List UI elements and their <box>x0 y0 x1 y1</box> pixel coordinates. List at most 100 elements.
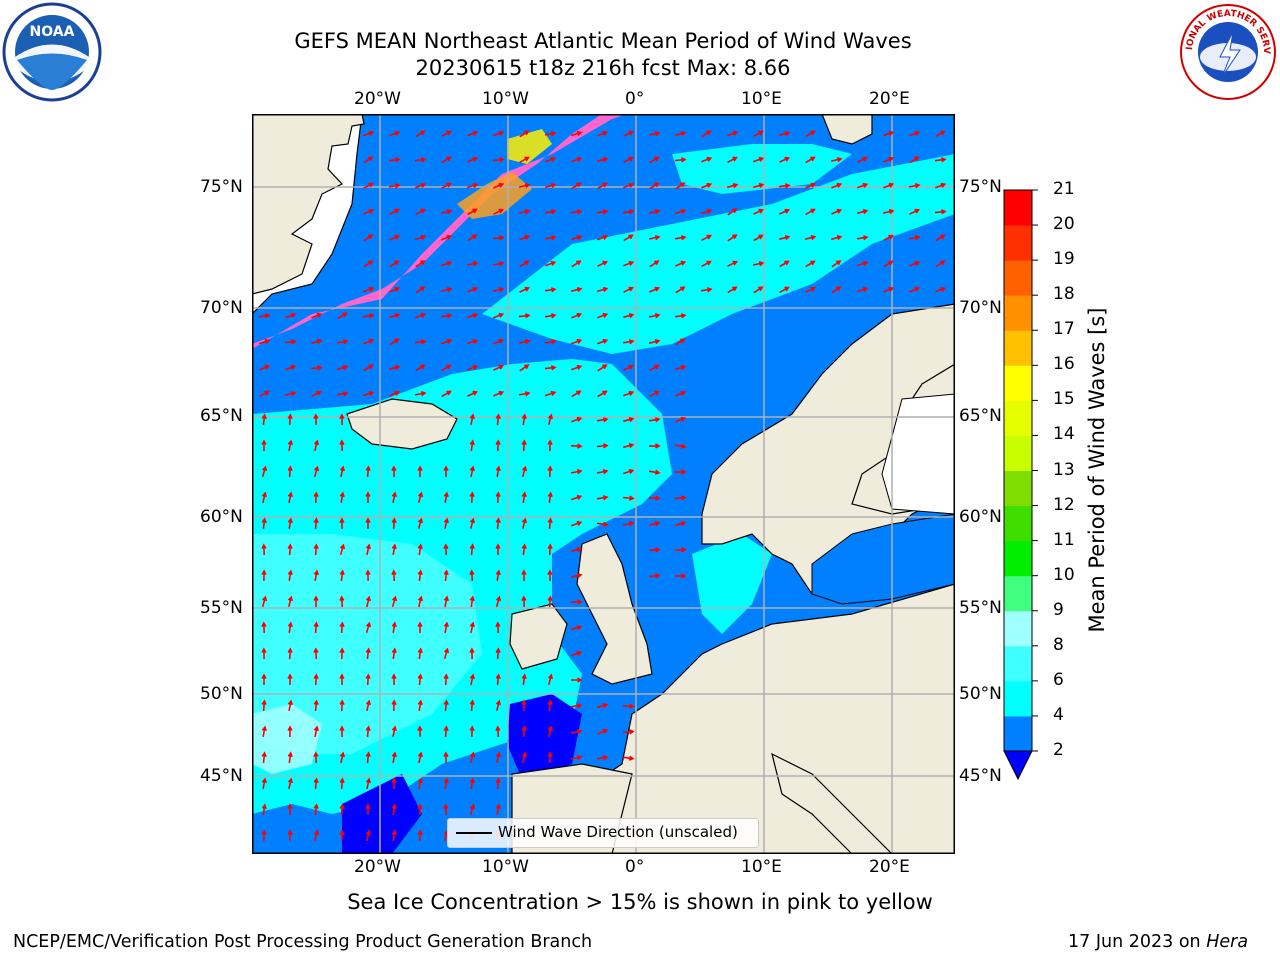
wave-direction-arrow <box>365 803 371 816</box>
wave-direction-arrow <box>521 725 527 738</box>
colorbar-tick-label: 17 <box>1053 319 1075 340</box>
wave-direction-arrow <box>622 495 635 501</box>
wave-direction-arrow <box>492 287 505 293</box>
wave-period-blue-biscay <box>507 694 582 779</box>
wave-direction-arrow <box>493 312 505 319</box>
wave-direction-arrow <box>339 751 345 764</box>
colorbar-segment <box>1004 470 1032 507</box>
wave-direction-arrow <box>443 569 449 582</box>
lon-tick-bottom-20e: 20°E <box>869 857 910 877</box>
map-panel <box>252 114 955 854</box>
wave-direction-arrow <box>519 156 530 164</box>
wave-direction-arrow <box>339 543 346 556</box>
lon-tick-top-10w: 10°W <box>482 89 529 109</box>
colorbar-segment <box>1004 715 1032 752</box>
wave-direction-arrow <box>363 260 374 268</box>
wave-direction-arrow <box>521 413 527 426</box>
wave-direction-arrow <box>701 208 713 215</box>
wave-direction-arrow <box>727 156 738 164</box>
wave-direction-arrow <box>414 391 427 397</box>
wave-direction-arrow <box>363 130 375 137</box>
chart-subtitle: 20230615 t18z 216h fcst Max: 8.66 <box>415 56 791 80</box>
wave-direction-arrow <box>779 260 790 268</box>
wave-direction-arrow <box>778 183 791 189</box>
wave-direction-arrow <box>778 131 791 137</box>
wave-direction-arrow <box>674 547 687 553</box>
wave-direction-arrow <box>648 495 661 501</box>
wave-direction-arrow <box>388 183 401 189</box>
wave-direction-arrow <box>339 647 345 660</box>
wave-direction-arrow <box>391 803 397 816</box>
wave-direction-arrow <box>391 595 398 608</box>
wave-direction-arrow <box>675 573 687 579</box>
colorbar-title: Mean Period of Wind Waves [s] <box>1085 307 1109 633</box>
wave-direction-arrow <box>805 182 816 189</box>
wave-direction-arrow <box>389 234 401 241</box>
wave-direction-arrow <box>831 182 843 189</box>
wave-direction-arrow <box>339 621 345 634</box>
lon-tick-top-10e: 10°E <box>741 89 782 109</box>
wave-direction-arrow <box>467 130 479 137</box>
colorbar-tick-label: 15 <box>1053 389 1075 410</box>
wave-direction-arrow <box>287 725 293 738</box>
colorbar-under-triangle <box>1003 750 1033 781</box>
wave-direction-arrow <box>700 287 713 293</box>
wave-direction-arrow <box>261 621 267 634</box>
wave-direction-arrow <box>363 208 375 215</box>
colorbar-tick-label: 21 <box>1053 179 1075 199</box>
wave-direction-arrow <box>417 647 423 660</box>
wave-direction-arrow <box>313 699 319 712</box>
wave-direction-arrow <box>545 156 557 163</box>
wave-direction-arrow <box>701 260 712 268</box>
wave-direction-arrow <box>415 208 426 216</box>
wave-direction-arrow <box>311 312 323 319</box>
wave-direction-arrow <box>521 699 527 712</box>
wave-direction-arrow <box>339 569 345 582</box>
wave-direction-arrow <box>701 234 713 242</box>
wave-direction-arrow <box>570 703 583 709</box>
wave-direction-arrow <box>519 260 530 268</box>
wave-direction-arrow <box>597 312 609 319</box>
wind-wave-arrows <box>258 130 947 842</box>
land-britain <box>576 533 653 685</box>
wave-direction-arrow <box>674 131 687 137</box>
wave-direction-arrow <box>570 287 583 293</box>
wave-direction-arrow <box>261 543 267 556</box>
wave-direction-arrow <box>362 390 375 397</box>
wave-direction-arrow <box>287 647 293 660</box>
wave-direction-arrow <box>597 390 608 398</box>
land-svalbard <box>821 114 873 145</box>
colorbar-segment <box>1004 295 1032 331</box>
wave-direction-arrow <box>544 313 557 319</box>
wave-direction-arrow <box>337 312 348 320</box>
wave-direction-arrow <box>466 261 479 267</box>
wave-direction-arrow <box>365 673 371 686</box>
wave-direction-arrow <box>649 364 660 372</box>
wave-direction-arrow <box>883 130 895 137</box>
colorbar-segment <box>1004 225 1032 261</box>
wave-direction-arrow <box>493 338 505 345</box>
wave-direction-arrow <box>287 517 293 530</box>
wave-direction-arrow <box>492 261 505 267</box>
wave-direction-arrow <box>648 443 661 449</box>
lat-tick-left-45n: 45°N <box>200 766 243 786</box>
wave-direction-arrow <box>365 777 371 790</box>
wave-direction-arrow <box>495 439 501 452</box>
wave-direction-arrow <box>545 260 557 267</box>
wave-direction-arrow <box>779 286 790 294</box>
wave-direction-arrow <box>313 491 319 504</box>
wave-direction-arrow <box>339 595 345 608</box>
wave-direction-arrow <box>622 703 635 709</box>
wave-direction-arrow <box>909 286 921 293</box>
wave-direction-arrow <box>313 413 319 426</box>
wave-direction-arrow <box>883 260 894 268</box>
wave-direction-arrow <box>443 491 449 504</box>
wave-direction-arrow <box>313 595 319 607</box>
colorbar-tick-label: 6 <box>1053 669 1064 690</box>
wave-direction-arrow <box>570 547 583 553</box>
wave-direction-arrow <box>674 443 687 449</box>
wave-direction-arrow <box>623 313 635 319</box>
wave-direction-arrow <box>571 312 583 319</box>
wave-direction-arrow <box>521 673 527 686</box>
wave-direction-arrow <box>597 182 608 190</box>
